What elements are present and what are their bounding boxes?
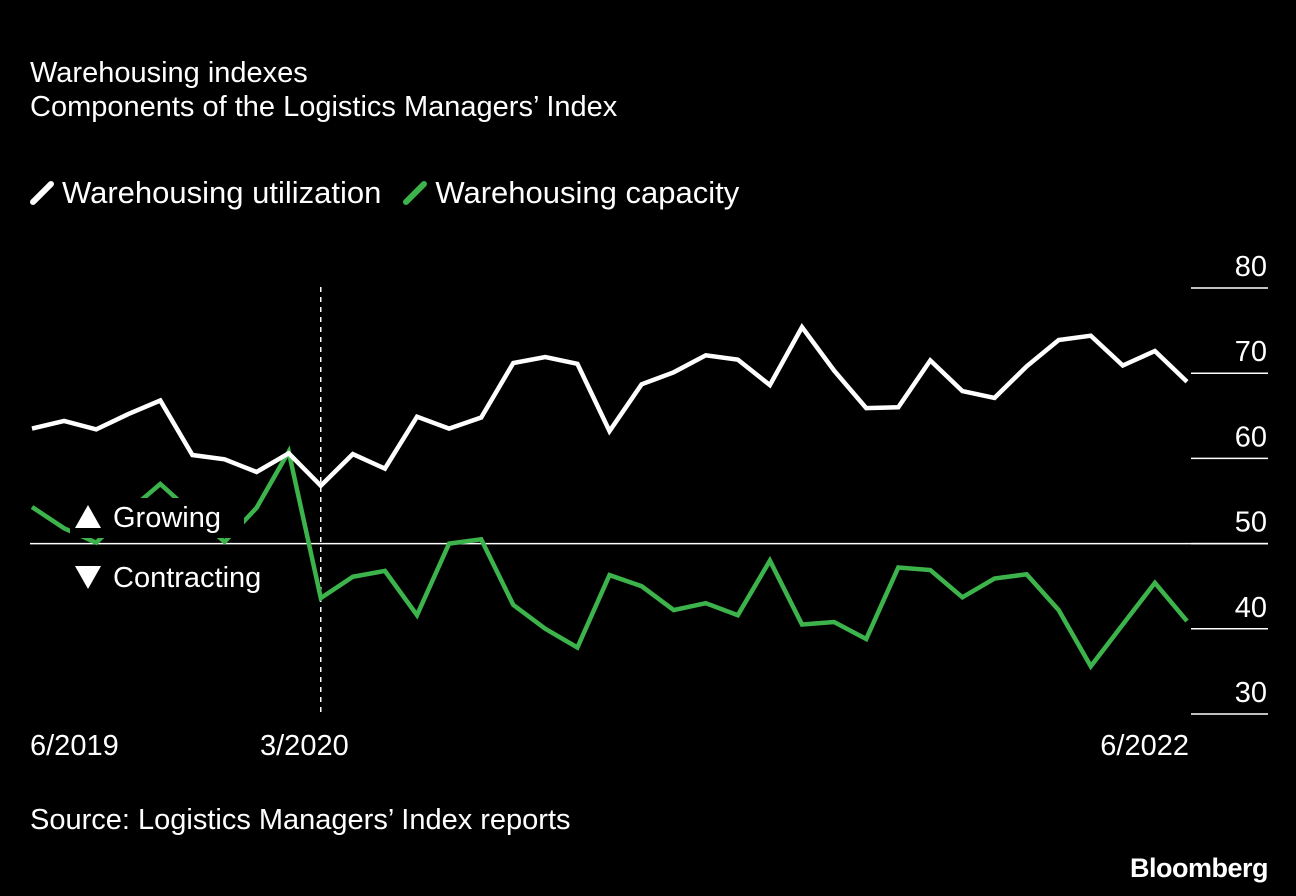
series-line-utilization [31,323,1189,489]
y-tick-label-30: 30 [1235,677,1267,709]
y-tick-label-40: 40 [1235,592,1267,624]
series-line-capacity [30,445,1189,671]
legend-label-capacity: Warehousing capacity [435,175,740,210]
growing-arrow-icon [75,505,101,528]
contracting-label-background [70,556,294,596]
contracting-label: Contracting [113,562,261,594]
legend-label-utilization: Warehousing utilization [62,175,382,210]
y-tick-label-50: 50 [1235,507,1267,539]
x-tick-label-3-2020: 3/2020 [260,730,349,762]
y-tick-label-80: 80 [1235,251,1267,283]
growing-label-background [70,498,244,538]
legend: Warehousing utilization Warehousing capa… [30,175,761,211]
y-tick-label-60: 60 [1235,421,1267,453]
chart-title: Warehousing indexes [30,57,308,89]
legend-item-utilization: Warehousing utilization [30,175,381,211]
growing-label: Growing [113,502,221,534]
chart-subtitle: Components of the Logistics Managers’ In… [30,91,618,123]
contracting-arrow-icon [75,566,101,589]
legend-swatch-capacity-icon [403,181,428,205]
x-tick-label-6-2019: 6/2019 [30,730,119,762]
source-note: Source: Logistics Managers’ Index report… [30,804,571,836]
bloomberg-logo: Bloomberg [1129,853,1269,883]
legend-item-capacity: Warehousing capacity [403,175,739,211]
x-tick-label-6-2022: 6/2022 [1100,730,1189,762]
legend-swatch-utilization-icon [30,181,54,205]
y-tick-label-70: 70 [1235,336,1267,368]
